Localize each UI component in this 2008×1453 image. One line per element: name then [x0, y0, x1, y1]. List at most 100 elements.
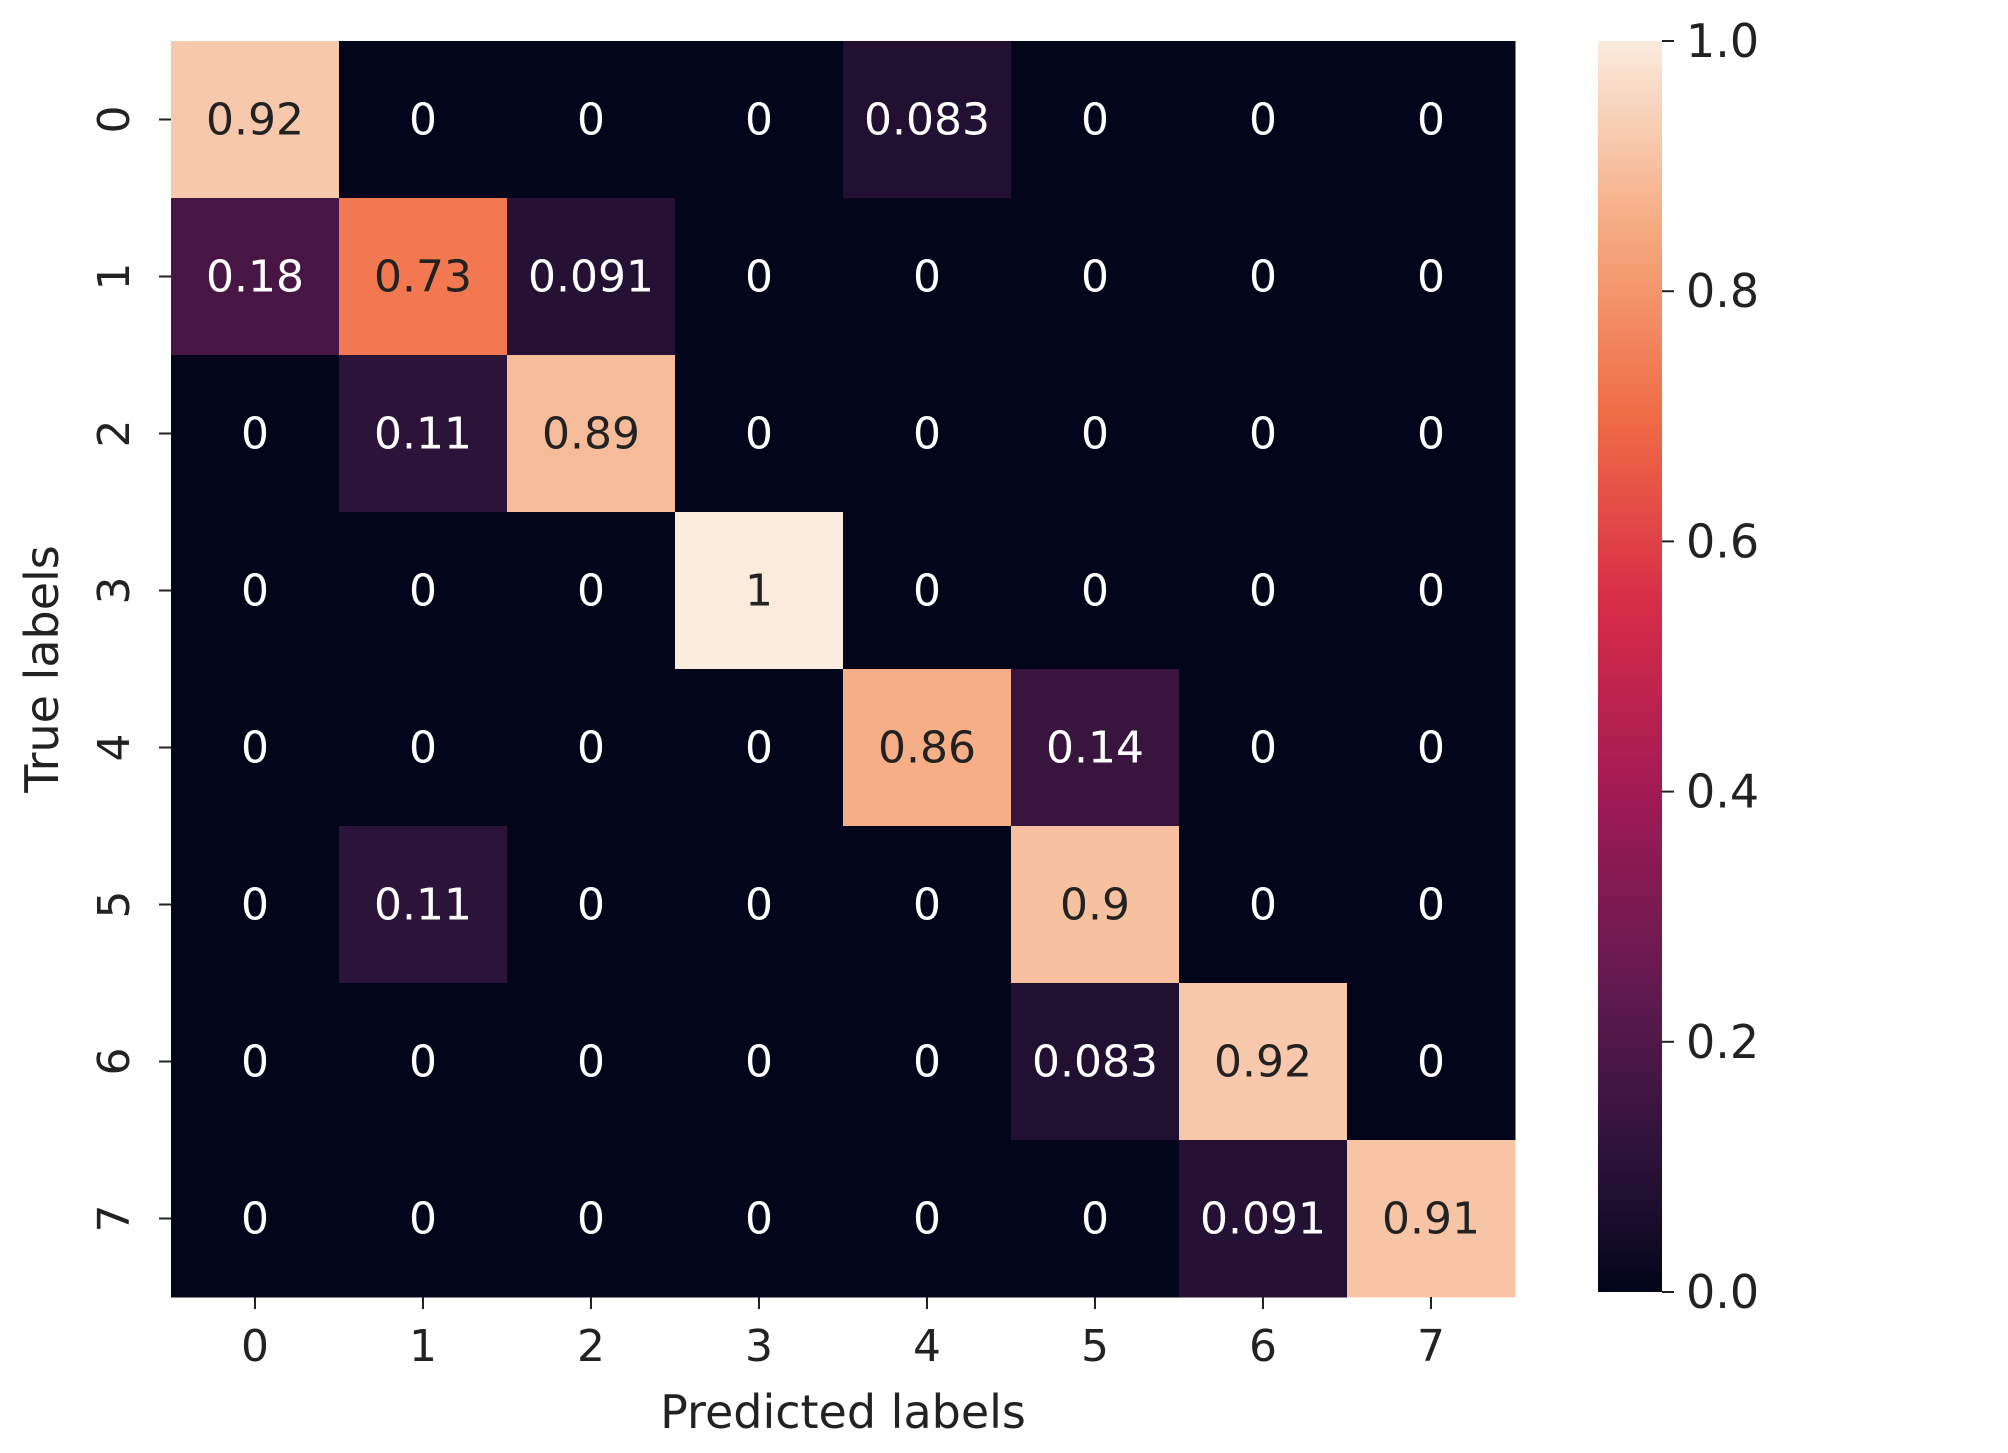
heatmap-cell-r2-c5: [1011, 355, 1180, 513]
heatmap-cell-r3-c2: [507, 512, 676, 670]
cell-label-r4-c4: 0.86: [878, 723, 976, 774]
cell-label-r5-c2: 0: [577, 880, 605, 931]
cell-label-r2-c3: 0: [745, 409, 773, 460]
x-tick-label: 2: [577, 1321, 605, 1372]
cell-label-r0-c1: 0: [409, 95, 437, 146]
cell-label-r6-c5: 0.083: [1032, 1037, 1158, 1088]
y-tick-label: 5: [89, 891, 140, 919]
cell-label-r3-c1: 0: [409, 566, 437, 617]
heatmap-cell-r0-c0: [171, 41, 340, 199]
heatmap-cell-r1-c4: [843, 198, 1012, 356]
heatmap-cell-r6-c3: [675, 983, 844, 1141]
cell-label-r4-c7: 0: [1417, 723, 1445, 774]
cell-label-r6-c0: 0: [241, 1037, 269, 1088]
cell-label-r2-c1: 0.11: [374, 409, 472, 460]
heatmap-cell-r1-c2: [507, 198, 676, 356]
x-tick-label: 6: [1249, 1321, 1277, 1372]
heatmap-cell-r5-c3: [675, 826, 844, 984]
colorbar: [1598, 41, 1662, 1292]
cell-label-r2-c5: 0: [1081, 409, 1109, 460]
cell-label-r4-c5: 0.14: [1046, 723, 1144, 774]
cell-label-r5-c5: 0.9: [1060, 880, 1130, 931]
heatmap-cell-r4-c0: [171, 669, 340, 827]
cell-label-r6-c3: 0: [745, 1037, 773, 1088]
cell-label-r6-c6: 0.92: [1214, 1037, 1312, 1088]
heatmap-cell-r7-c4: [843, 1140, 1012, 1298]
x-axis-title: Predicted labels: [660, 1385, 1026, 1439]
heatmap-cell-r3-c5: [1011, 512, 1180, 670]
y-tick-label: 6: [89, 1048, 140, 1076]
heatmap-cell-r5-c4: [843, 826, 1012, 984]
heatmap-cell-r0-c7: [1347, 41, 1516, 199]
cell-label-r2-c7: 0: [1417, 409, 1445, 460]
heatmap-cell-r4-c2: [507, 669, 676, 827]
cell-label-r7-c6: 0.091: [1200, 1194, 1326, 1245]
heatmap-cell-r2-c2: [507, 355, 676, 513]
heatmap-cell-r1-c3: [675, 198, 844, 356]
y-axis: 0 1 2 3 4 5 6 7: [89, 106, 171, 1233]
x-tick-label: 0: [241, 1321, 269, 1372]
heatmap-cell-r3-c0: [171, 512, 340, 670]
cell-label-r4-c3: 0: [745, 723, 773, 774]
cell-label-r1-c3: 0: [745, 252, 773, 303]
x-tick-label: 1: [409, 1321, 437, 1372]
heatmap-cell-r0-c1: [339, 41, 508, 199]
cell-label-r0-c3: 0: [745, 95, 773, 146]
cell-label-r1-c7: 0: [1417, 252, 1445, 303]
heatmap-cell-r7-c3: [675, 1140, 844, 1298]
heatmap-cell-r2-c6: [1179, 355, 1348, 513]
cell-label-r3-c6: 0: [1249, 566, 1277, 617]
cell-label-r1-c0: 0.18: [206, 252, 304, 303]
heatmap-cell-r4-c7: [1347, 669, 1516, 827]
cell-label-r1-c5: 0: [1081, 252, 1109, 303]
y-tick-label: 1: [89, 263, 140, 291]
heatmap-cell-r4-c1: [339, 669, 508, 827]
cell-label-r6-c1: 0: [409, 1037, 437, 1088]
cell-label-r4-c2: 0: [577, 723, 605, 774]
heatmap-cell-r3-c6: [1179, 512, 1348, 670]
heatmap-cell-r2-c3: [675, 355, 844, 513]
heatmap-cell-r1-c6: [1179, 198, 1348, 356]
colorbar-tick-label: 0.6: [1686, 514, 1759, 568]
cell-label-r6-c7: 0: [1417, 1037, 1445, 1088]
cell-label-r7-c3: 0: [745, 1194, 773, 1245]
cell-label-r7-c7: 0.91: [1382, 1194, 1480, 1245]
y-axis-title: True labels: [15, 545, 69, 794]
heatmap-cell-r5-c5: [1011, 826, 1180, 984]
heatmap-cell-r1-c5: [1011, 198, 1180, 356]
heatmap-cell-r0-c3: [675, 41, 844, 199]
heatmap-cell-r2-c7: [1347, 355, 1516, 513]
colorbar-axis: 0.0 0.2 0.4 0.6 0.8 1.0: [1662, 14, 1759, 1319]
y-tick-label: 3: [89, 577, 140, 605]
cell-label-r0-c4: 0.083: [864, 95, 990, 146]
cell-label-r6-c4: 0: [913, 1037, 941, 1088]
cell-label-r2-c0: 0: [241, 409, 269, 460]
cell-label-r1-c1: 0.73: [374, 252, 472, 303]
x-axis: 0 1 2 3 4 5 6 7: [241, 1297, 1445, 1372]
cell-label-r3-c5: 0: [1081, 566, 1109, 617]
heatmap-cell-r0-c2: [507, 41, 676, 199]
colorbar-tick-label: 0.4: [1686, 765, 1759, 819]
cell-label-r2-c4: 0: [913, 409, 941, 460]
heatmap-cell-r4-c4: [843, 669, 1012, 827]
heatmap-cell-r6-c2: [507, 983, 676, 1141]
heatmap-cell-r5-c0: [171, 826, 340, 984]
heatmap-cell-r7-c5: [1011, 1140, 1180, 1298]
cell-label-r5-c3: 0: [745, 880, 773, 931]
heatmap-cell-r6-c6: [1179, 983, 1348, 1141]
cell-label-r0-c0: 0.92: [206, 95, 304, 146]
heatmap-cell-r4-c6: [1179, 669, 1348, 827]
heatmap-cell-r7-c6: [1179, 1140, 1348, 1298]
cell-label-r7-c4: 0: [913, 1194, 941, 1245]
heatmap-cell-r3-c1: [339, 512, 508, 670]
heatmap-cell-r6-c7: [1347, 983, 1516, 1141]
heatmap-cell-r5-c7: [1347, 826, 1516, 984]
heatmap-cell-r2-c0: [171, 355, 340, 513]
x-tick-label: 3: [745, 1321, 773, 1372]
cell-label-r7-c0: 0: [241, 1194, 269, 1245]
cell-label-r5-c4: 0: [913, 880, 941, 931]
heatmap-cell-r5-c1: [339, 826, 508, 984]
colorbar-tick-label: 1.0: [1686, 14, 1759, 68]
cell-label-r4-c6: 0: [1249, 723, 1277, 774]
